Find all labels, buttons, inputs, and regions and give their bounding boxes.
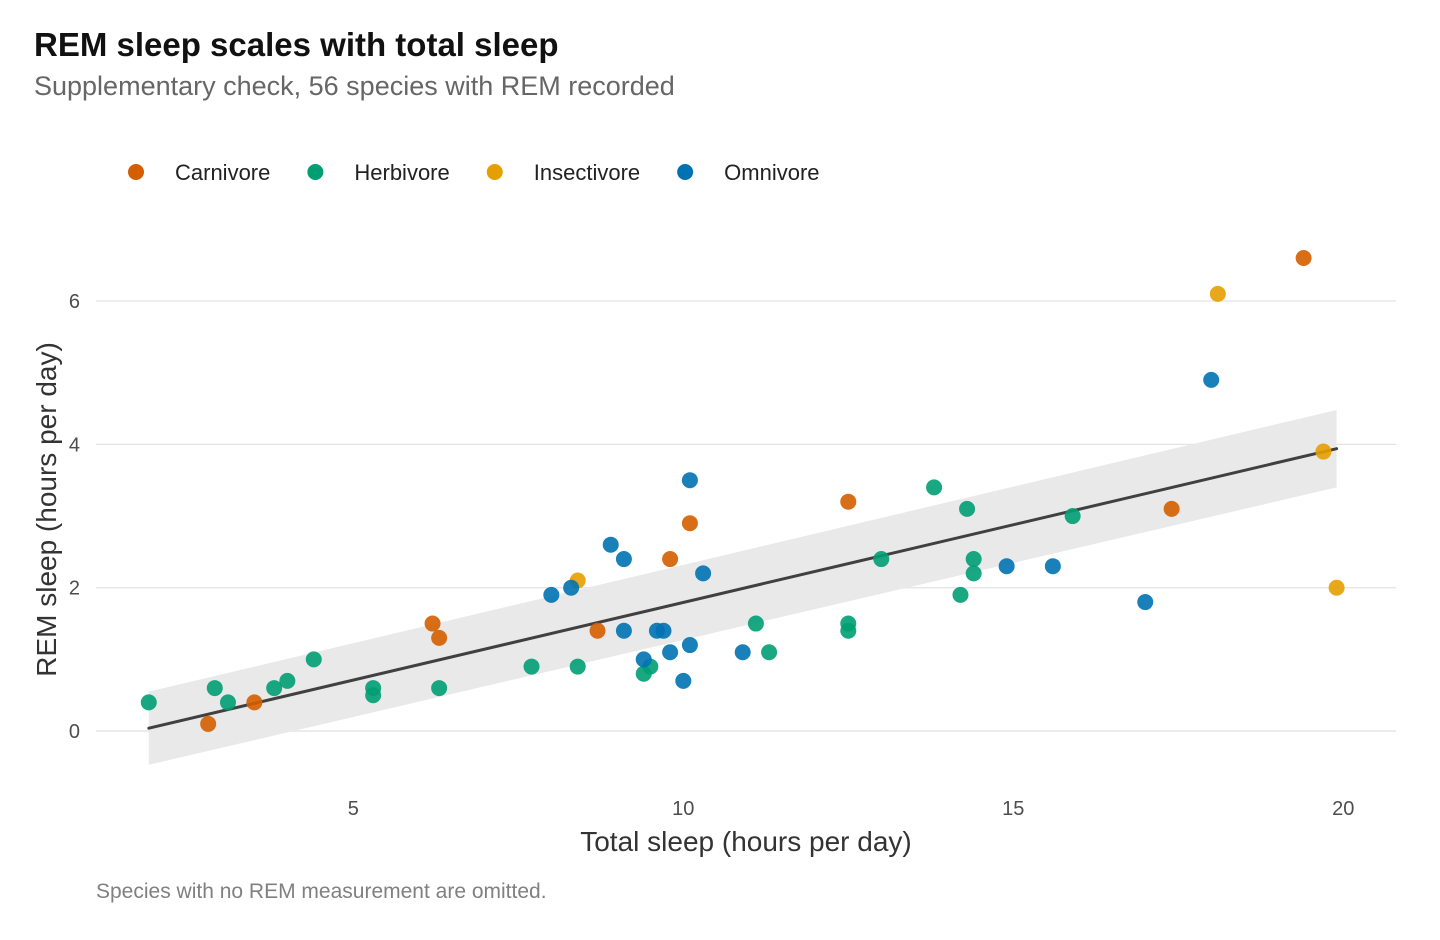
- point-herbivore: [926, 479, 943, 496]
- point-omnivore: [681, 472, 698, 489]
- legend-label-omnivore: Omnivore: [724, 160, 819, 185]
- point-herbivore: [873, 551, 890, 568]
- point-carnivore: [662, 551, 679, 568]
- point-carnivore: [246, 694, 263, 711]
- point-insectivore: [1328, 579, 1345, 596]
- y-tick-label: 2: [69, 578, 80, 600]
- point-omnivore: [602, 536, 619, 553]
- axes: 0 2 4 6 5 10 15 20 Total sleep (hours per day) RE…: [31, 291, 1354, 857]
- y-tick-label: 6: [69, 291, 80, 313]
- point-omnivore: [662, 644, 679, 661]
- point-omnivore: [655, 622, 672, 639]
- point-herbivore: [965, 551, 982, 568]
- point-herbivore: [840, 622, 857, 639]
- point-herbivore: [523, 658, 540, 675]
- chart-title: REM sleep scales with total sleep: [34, 26, 559, 63]
- legend-label-carnivore: Carnivore: [175, 160, 270, 185]
- x-tick-label: 20: [1332, 798, 1354, 820]
- point-omnivore: [734, 644, 751, 661]
- legend-key-omnivore: [677, 164, 694, 180]
- y-tick-label: 0: [69, 721, 80, 743]
- point-omnivore: [998, 558, 1015, 575]
- point-carnivore: [840, 493, 857, 510]
- point-herbivore: [219, 694, 236, 711]
- legend-key-insectivore: [486, 164, 503, 180]
- point-omnivore: [615, 622, 632, 639]
- gridlines: [96, 300, 1396, 732]
- chart-caption: Species with no REM measurement are omit…: [96, 880, 547, 903]
- point-carnivore: [431, 629, 448, 646]
- x-tick-label: 5: [348, 798, 359, 820]
- point-carnivore: [589, 622, 606, 639]
- point-carnivore: [1295, 250, 1312, 267]
- point-omnivore: [543, 586, 560, 603]
- point-herbivore: [1064, 508, 1081, 525]
- point-omnivore: [681, 637, 698, 654]
- points-layer: [140, 250, 1345, 732]
- point-insectivore: [1315, 443, 1332, 460]
- trend-line: [147, 447, 1339, 730]
- point-herbivore: [965, 565, 982, 582]
- chart-subtitle: Supplementary check, 56 species with REM…: [34, 71, 675, 101]
- legend-label-herbivore: Herbivore: [354, 160, 449, 185]
- point-omnivore: [1044, 558, 1061, 575]
- legend-key-carnivore: [128, 164, 144, 180]
- point-omnivore: [675, 672, 692, 689]
- point-herbivore: [761, 644, 778, 661]
- point-omnivore: [635, 651, 652, 668]
- legend: Carnivore Herbivore Insectivore Omnivore: [128, 160, 820, 185]
- point-insectivore: [1209, 285, 1226, 302]
- point-herbivore: [140, 694, 157, 711]
- x-axis-title: Total sleep (hours per day): [580, 826, 912, 857]
- point-herbivore: [365, 687, 382, 704]
- y-axis-title: REM sleep (hours per day): [31, 342, 62, 677]
- point-omnivore: [615, 551, 632, 568]
- point-omnivore: [695, 565, 712, 582]
- legend-key-herbivore: [307, 164, 324, 180]
- trend-line-layer: [147, 447, 1339, 730]
- point-herbivore: [206, 680, 223, 697]
- point-omnivore: [1137, 594, 1154, 611]
- legend-label-insectivore: Insectivore: [534, 160, 640, 185]
- point-herbivore: [959, 500, 976, 517]
- x-tick-label: 15: [1002, 798, 1024, 820]
- point-herbivore: [569, 658, 586, 675]
- point-herbivore: [952, 586, 969, 603]
- point-herbivore: [279, 672, 296, 689]
- point-herbivore: [431, 680, 448, 697]
- y-tick-label: 4: [69, 434, 80, 456]
- x-tick-label: 10: [672, 798, 694, 820]
- point-omnivore: [1203, 371, 1220, 388]
- point-carnivore: [424, 615, 441, 632]
- point-omnivore: [563, 579, 580, 596]
- point-carnivore: [1163, 500, 1180, 517]
- point-herbivore: [266, 680, 283, 697]
- point-herbivore: [305, 651, 322, 668]
- point-carnivore: [681, 515, 698, 532]
- point-carnivore: [200, 715, 217, 732]
- point-herbivore: [747, 615, 764, 632]
